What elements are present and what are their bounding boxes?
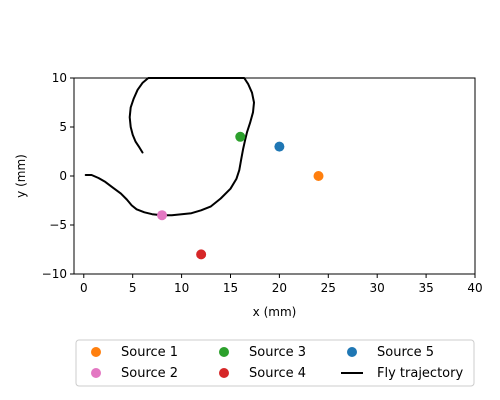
x-tick-label: 35: [418, 281, 433, 295]
legend-box: [75, 339, 475, 387]
axes-frame: [73, 77, 476, 275]
legend: Source 1 Source 2 Source 3 Source 4 Source 5…: [75, 339, 475, 387]
x-axis-label: x (mm): [253, 305, 297, 319]
x-tick-label: 15: [223, 281, 238, 295]
legend-marker-source-3: [219, 347, 229, 357]
y-tick-label: 5: [59, 120, 67, 134]
legend-marker-source-5: [347, 347, 357, 357]
x-tick-label: 40: [467, 281, 482, 295]
legend-label-source-4: Source 4: [249, 366, 306, 381]
legend-marker-source-1: [91, 347, 101, 357]
source-3-point: [235, 131, 246, 142]
x-tick-label: 5: [129, 281, 137, 295]
legend-label-source-2: Source 2: [121, 366, 178, 381]
plot-area: [84, 77, 324, 260]
y-tick-label: −10: [42, 267, 67, 281]
source-2-point: [157, 210, 168, 221]
x-tick-label: 25: [321, 281, 336, 295]
legend-label-source-5: Source 5: [377, 345, 434, 360]
x-tick-label: 30: [370, 281, 385, 295]
legend-label-source-1: Source 1: [121, 345, 178, 360]
y-tick-label: 0: [59, 169, 67, 183]
legend-marker-source-4: [219, 368, 229, 378]
fly-trajectory-line: [84, 77, 255, 217]
source-4-point: [196, 249, 207, 260]
legend-marker-source-2: [91, 368, 101, 378]
source-1-point: [313, 171, 324, 181]
y-axis-label: y (mm): [14, 154, 28, 198]
source-5-point: [274, 141, 285, 152]
legend-label-fly-trajectory: Fly trajectory: [377, 366, 463, 381]
axes: 0 5 10 15 20 25 30 35 40 −10 −5 0 5 10: [42, 71, 483, 295]
x-tick-label: 10: [174, 281, 189, 295]
x-tick-label: 0: [80, 281, 88, 295]
legend-label-source-3: Source 3: [249, 345, 306, 360]
y-tick-label: 10: [52, 71, 67, 85]
x-tick-label: 20: [272, 281, 287, 295]
y-tick-label: −5: [49, 218, 67, 232]
